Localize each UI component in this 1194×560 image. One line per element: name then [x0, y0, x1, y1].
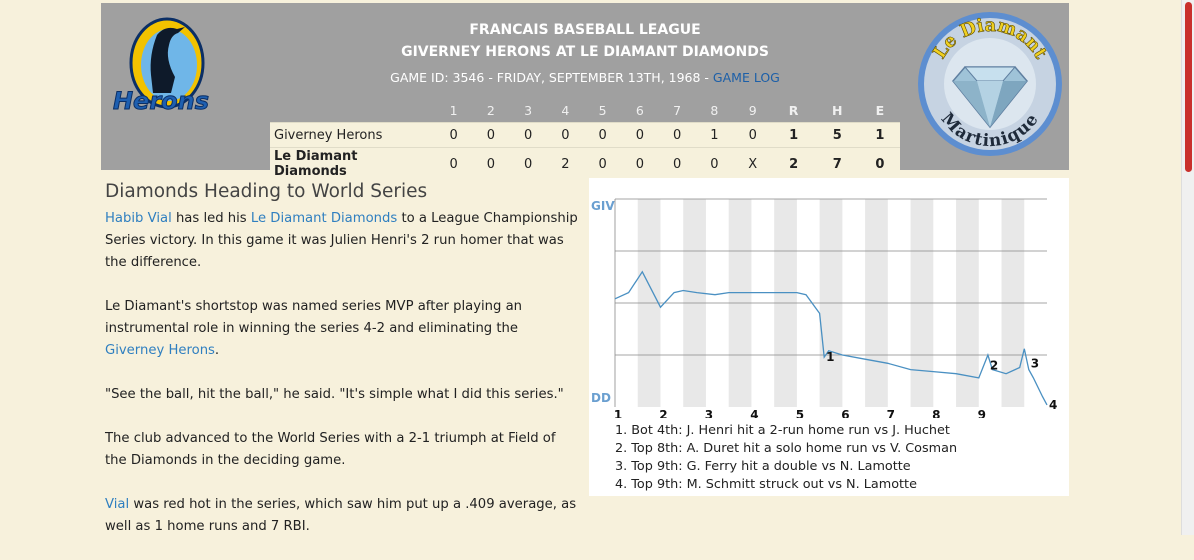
- game-info-text: GAME ID: 3546 - FRIDAY, SEPTEMBER 13TH, …: [390, 70, 713, 85]
- scrollbar-thumb[interactable]: [1185, 2, 1192, 172]
- matchup-title: GIVERNEY HERONS AT LE DIAMANT DIAMONDS: [401, 44, 769, 60]
- linescore-inning-cell: 0: [509, 122, 547, 148]
- linescore-row: Giverney Herons 0 0 0 0 0 0 0 1 0 1 5 1: [270, 122, 900, 148]
- linescore-inning-cell: 0: [472, 122, 510, 148]
- story-paragraph-1: Habib Vial has led his Le Diamant Diamon…: [105, 208, 580, 274]
- game-header: Herons FRANCAIS BASEBALL LEAGUE GIVERNEY…: [101, 3, 1069, 180]
- story-text: .: [214, 343, 220, 358]
- event-marker: 3: [1031, 356, 1039, 370]
- story-paragraph-5: Vial was red hot in the series, which sa…: [105, 494, 580, 538]
- linescore-inning-cell: 2: [546, 147, 584, 180]
- linescore-header-cell: R: [788, 103, 799, 118]
- win-probability-panel: GIV DD 1 2 3 4 5 6 7 8 9 1 2 3 4 1. Bot 4th: J. Hen…: [589, 178, 1069, 496]
- linescore-inning-cell: 0: [472, 147, 510, 180]
- team-link-diamonds[interactable]: Le Diamant Diamonds: [250, 211, 398, 226]
- linescore-inning-cell: 1: [695, 122, 733, 148]
- player-link-vial[interactable]: Habib Vial: [105, 211, 172, 226]
- linescore-inning-cell: 0: [658, 147, 696, 180]
- inning-tick-label: 7: [887, 408, 895, 418]
- inning-tick-label: 3: [705, 408, 713, 418]
- game-log-link[interactable]: GAME LOG: [712, 70, 780, 85]
- linescore-total-e: 0: [859, 147, 900, 180]
- linescore-inning-cell: 0: [509, 147, 547, 180]
- linescore-total-r: 1: [772, 122, 815, 148]
- event-marker: 1: [826, 350, 834, 364]
- story-text: to a League Championship Series victory.…: [105, 211, 578, 270]
- herons-logo: Herons: [112, 17, 210, 115]
- player-link-vial-2[interactable]: Vial: [105, 497, 130, 512]
- game-info: GAME ID: 3546 - FRIDAY, SEPTEMBER 13TH, …: [101, 70, 1069, 85]
- linescore-header-cell: 9: [748, 103, 757, 118]
- chart-label-home: DD: [591, 391, 611, 405]
- linescore-inning-cell: 0: [658, 122, 696, 148]
- linescore-inning-cell: X: [733, 147, 773, 180]
- linescore-header-cell: 6: [635, 103, 644, 118]
- linescore-header-cell: 2: [486, 103, 495, 118]
- linescore-row: Le Diamant Diamonds 0 0 0 2 0 0 0 0 X 2 7 0: [270, 147, 900, 180]
- linescore-total-e: 1: [859, 122, 900, 148]
- key-event: 1. Bot 4th: J. Henri hit a 2-run home ru…: [615, 423, 950, 438]
- linescore-team-name: Le Diamant Diamonds: [270, 147, 435, 180]
- linescore-header-cell: 4: [561, 103, 570, 118]
- key-event: 2. Top 8th: A. Duret hit a solo home run…: [615, 441, 958, 456]
- page-scrollbar[interactable]: [1181, 0, 1194, 535]
- linescore-total-h: 7: [814, 147, 860, 180]
- linescore-inning-cell: 0: [584, 122, 622, 148]
- linescore-header-cell: 3: [524, 103, 533, 118]
- linescore-header-team: [270, 99, 435, 123]
- key-event: 4. Top 9th: M. Schmitt struck out vs N. …: [615, 477, 917, 492]
- linescore-header-cell: 7: [673, 103, 682, 118]
- linescore-header-cell: 1: [449, 103, 458, 118]
- chart-label-away: GIV: [591, 199, 615, 213]
- league-title: FRANCAIS BASEBALL LEAGUE: [469, 22, 701, 38]
- linescore-inning-cell: 0: [584, 147, 622, 180]
- game-story: Diamonds Heading to World Series Habib V…: [105, 180, 580, 560]
- svg-text:Herons: Herons: [113, 87, 209, 115]
- story-headline: Diamonds Heading to World Series: [105, 181, 428, 202]
- key-events-list: 1. Bot 4th: J. Henri hit a 2-run home ru…: [615, 422, 957, 494]
- story-text: was red hot in the series, which saw him…: [105, 497, 577, 534]
- linescore-header-row: 1 2 3 4 5 6 7 8 9 R H E: [270, 99, 900, 123]
- story-text: Le Diamant's shortstop was named series …: [105, 299, 523, 336]
- key-event: 3. Top 9th: G. Ferry hit a double vs N. …: [615, 459, 911, 474]
- linescore-team-name: Giverney Herons: [270, 122, 435, 148]
- story-paragraph-3: "See the ball, hit the ball," he said. "…: [105, 387, 564, 402]
- win-probability-line: [614, 270, 1048, 406]
- event-marker: 2: [990, 358, 998, 372]
- linescore-header-cell: 8: [710, 103, 719, 118]
- win-probability-chart: GIV DD 1 2 3 4 5 6 7 8 9 1 2 3 4: [591, 198, 1057, 418]
- team-link-herons[interactable]: Giverney Herons: [105, 343, 215, 358]
- linescore-inning-cell: 0: [733, 122, 773, 148]
- linescore-inning-cell: 0: [435, 122, 473, 148]
- story-text: has led his: [171, 211, 251, 226]
- inning-tick-label: 4: [750, 408, 758, 418]
- linescore-header-cell: H: [832, 103, 843, 118]
- story-paragraph-4: The club advanced to the World Series wi…: [105, 431, 556, 468]
- inning-tick-label: 9: [978, 408, 986, 418]
- linescore-header-cell: 5: [598, 103, 607, 118]
- inning-tick-label: 1: [614, 408, 622, 418]
- inning-tick-label: 8: [932, 408, 940, 418]
- linescore-total-r: 2: [772, 147, 815, 180]
- inning-tick-label: 5: [796, 408, 804, 418]
- linescore-total-h: 5: [814, 122, 860, 148]
- linescore-header-cell: E: [875, 103, 885, 118]
- linescore-inning-cell: 0: [695, 147, 733, 180]
- inning-tick-label: 6: [841, 408, 849, 418]
- story-paragraph-2: Le Diamant's shortstop was named series …: [105, 296, 580, 362]
- linescore-inning-cell: 0: [435, 147, 473, 180]
- linescore-inning-cell: 0: [546, 122, 584, 148]
- le-diamant-logo: Le Diamant Martinique: [918, 12, 1062, 156]
- inning-tick-label: 2: [659, 408, 667, 418]
- event-marker: 4: [1049, 398, 1057, 412]
- linescore-inning-cell: 0: [621, 122, 659, 148]
- linescore-inning-cell: 0: [621, 147, 659, 180]
